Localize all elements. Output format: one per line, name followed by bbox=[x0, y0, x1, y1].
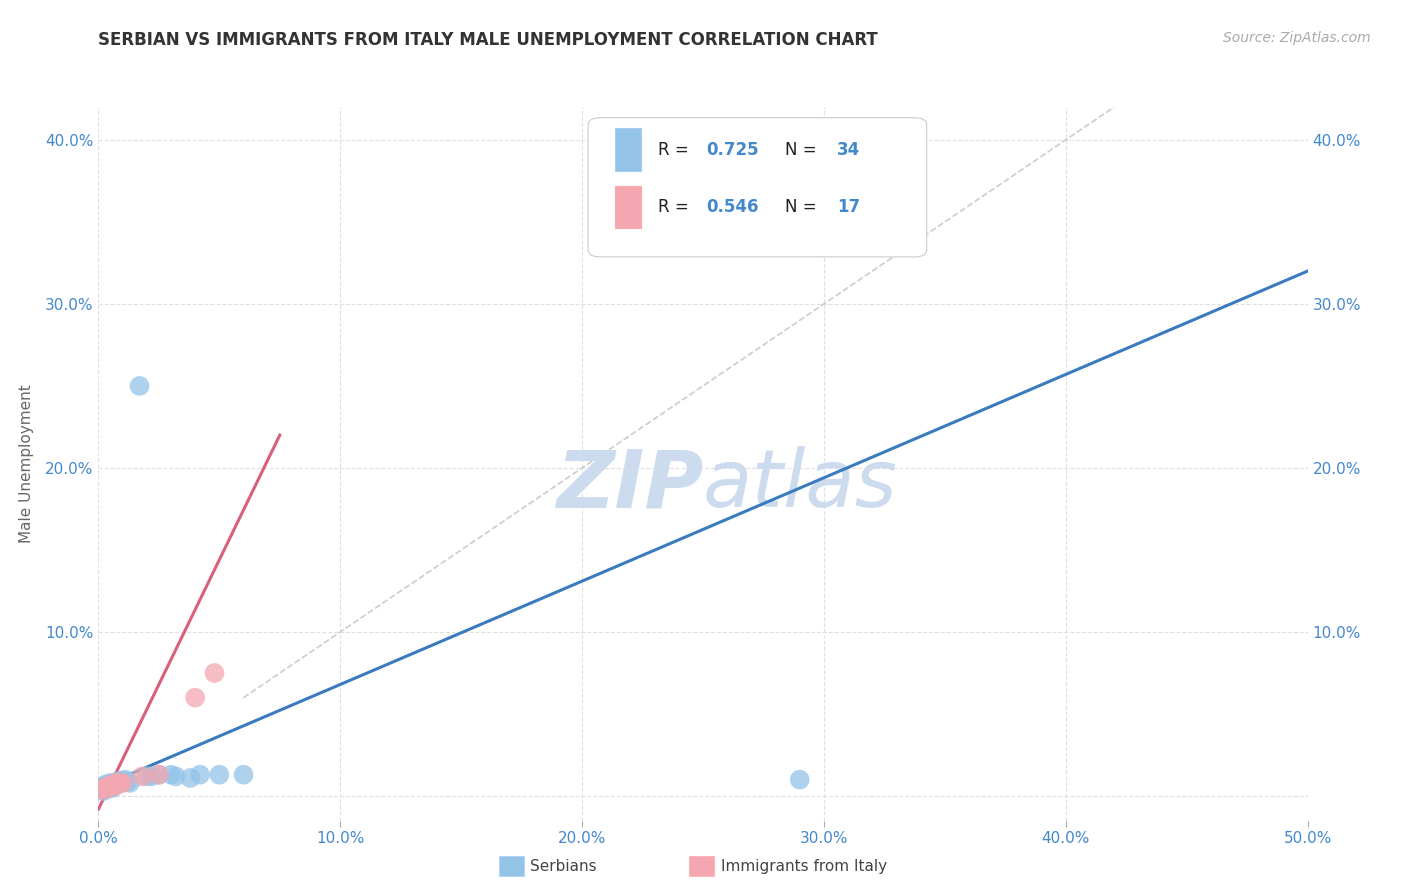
Point bbox=[90, 782, 112, 797]
Point bbox=[108, 776, 131, 790]
Point bbox=[101, 780, 124, 795]
Point bbox=[135, 769, 157, 783]
Point bbox=[101, 779, 124, 793]
Point bbox=[100, 779, 122, 793]
Text: N =: N = bbox=[785, 141, 823, 159]
Point bbox=[107, 776, 129, 790]
Point bbox=[789, 772, 811, 787]
Point bbox=[97, 780, 120, 795]
Point bbox=[94, 780, 117, 795]
Point bbox=[104, 778, 127, 792]
Text: 17: 17 bbox=[837, 198, 860, 216]
Point bbox=[114, 772, 136, 787]
Point bbox=[107, 778, 129, 792]
Text: SERBIAN VS IMMIGRANTS FROM ITALY MALE UNEMPLOYMENT CORRELATION CHART: SERBIAN VS IMMIGRANTS FROM ITALY MALE UN… bbox=[98, 31, 879, 49]
Point bbox=[97, 779, 120, 793]
Point bbox=[91, 782, 114, 797]
Point bbox=[148, 768, 170, 782]
Point bbox=[104, 776, 127, 790]
Y-axis label: Male Unemployment: Male Unemployment bbox=[18, 384, 34, 543]
Point bbox=[165, 769, 187, 783]
Text: ZIP: ZIP bbox=[555, 446, 703, 524]
FancyBboxPatch shape bbox=[588, 118, 927, 257]
Point bbox=[141, 769, 163, 783]
Point bbox=[100, 779, 122, 793]
Point bbox=[208, 768, 231, 782]
Text: R =: R = bbox=[658, 141, 695, 159]
Point bbox=[100, 780, 122, 795]
Point bbox=[117, 774, 139, 789]
Point bbox=[107, 774, 129, 789]
Point bbox=[204, 665, 226, 680]
Point bbox=[179, 771, 201, 785]
Text: 34: 34 bbox=[837, 141, 860, 159]
Text: 0.725: 0.725 bbox=[707, 141, 759, 159]
Point bbox=[148, 768, 170, 782]
Point bbox=[111, 774, 134, 789]
Point bbox=[91, 784, 114, 798]
Bar bbox=[614, 128, 641, 171]
Point bbox=[101, 779, 124, 793]
Point bbox=[97, 779, 120, 793]
Text: Immigrants from Italy: Immigrants from Italy bbox=[721, 859, 887, 873]
Point bbox=[184, 690, 207, 705]
Point bbox=[100, 776, 122, 790]
Point bbox=[118, 776, 141, 790]
Point bbox=[108, 774, 131, 789]
Text: Serbians: Serbians bbox=[530, 859, 596, 873]
Point bbox=[232, 768, 254, 782]
Point bbox=[97, 780, 120, 795]
Point bbox=[188, 768, 211, 782]
Point bbox=[104, 778, 127, 792]
Text: atlas: atlas bbox=[703, 446, 898, 524]
Text: 0.546: 0.546 bbox=[707, 198, 759, 216]
Point bbox=[91, 782, 114, 797]
Point bbox=[131, 769, 153, 783]
Point bbox=[101, 778, 124, 792]
Point bbox=[94, 782, 117, 797]
Text: Source: ZipAtlas.com: Source: ZipAtlas.com bbox=[1223, 31, 1371, 45]
Point bbox=[128, 379, 150, 393]
Text: R =: R = bbox=[658, 198, 695, 216]
Point bbox=[104, 776, 127, 790]
Point bbox=[90, 780, 112, 795]
Point bbox=[94, 778, 117, 792]
Point bbox=[160, 768, 183, 782]
Point bbox=[111, 776, 134, 790]
Point bbox=[94, 779, 117, 793]
Bar bbox=[614, 186, 641, 228]
Text: N =: N = bbox=[785, 198, 823, 216]
Point bbox=[97, 778, 120, 792]
